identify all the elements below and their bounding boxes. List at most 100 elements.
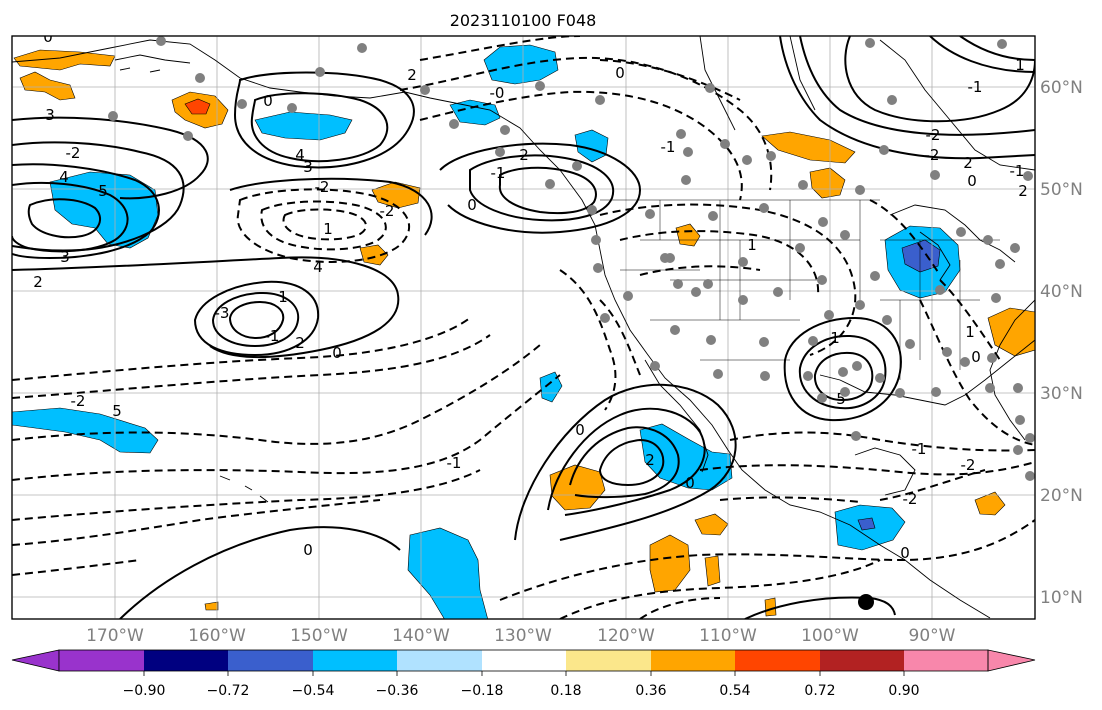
- contour-line: [744, 596, 896, 619]
- colorbar-tick-label: −0.72: [207, 683, 250, 699]
- lon-label: 140°W: [392, 626, 450, 646]
- contour-line: [12, 317, 471, 381]
- lon-label: 110°W: [699, 626, 757, 646]
- contour-label: -3: [215, 304, 230, 322]
- latitude-labels: 60°N 50°N 40°N 30°N 20°N 10°N: [1040, 78, 1083, 608]
- contour-line: [813, 351, 874, 402]
- contour-label: 5: [112, 402, 122, 420]
- contour-label: 5: [836, 390, 846, 408]
- contour-label: -1: [1010, 162, 1025, 180]
- contour-line: [419, 90, 743, 201]
- lon-label: 100°W: [801, 626, 859, 646]
- colorbar-border: [58, 649, 989, 672]
- contour-line: [598, 438, 665, 487]
- contour-line: [783, 316, 902, 422]
- contour-label: 0: [43, 28, 53, 46]
- contour-label: 0: [263, 92, 273, 110]
- contour-label: -2: [71, 392, 86, 410]
- coastlines: [12, 36, 1035, 619]
- contour-line: [12, 256, 400, 359]
- lon-label: 150°W: [290, 626, 348, 646]
- contour-line: [729, 431, 1035, 452]
- station-markers: [108, 36, 1035, 481]
- lat-label: 40°N: [1040, 282, 1083, 302]
- contour-line: [12, 163, 160, 260]
- contour-line: [12, 469, 481, 521]
- contour-line: [559, 559, 881, 619]
- contour-label: -1: [912, 440, 927, 458]
- fill-region-strong-positive: [184, 98, 211, 115]
- lon-label: 120°W: [597, 626, 655, 646]
- contour-line: [12, 559, 141, 576]
- colorbar-segment: [735, 650, 820, 671]
- coast-gulf: [819, 339, 1035, 406]
- contour-label: 4: [313, 258, 323, 276]
- coast-aleutians: [114, 54, 191, 73]
- contour-label: -2: [315, 178, 330, 196]
- contour-label: 0: [467, 196, 477, 214]
- contour-line: [250, 92, 389, 163]
- contour-label: 1: [278, 288, 288, 306]
- lat-label: 30°N: [1040, 384, 1083, 404]
- lat-label: 60°N: [1040, 78, 1083, 98]
- contour-label: 2: [295, 334, 305, 352]
- contour-label: 1: [323, 220, 333, 238]
- contour-label: -1: [968, 78, 983, 96]
- contour-line: [959, 36, 1035, 61]
- colorbar-ticks: [143, 671, 905, 676]
- contour-label: 1: [747, 236, 757, 254]
- contours-negative: [12, 36, 1035, 619]
- contour-line: [498, 166, 597, 215]
- lon-label: 130°W: [494, 626, 552, 646]
- contour-line: [12, 181, 129, 253]
- colorbar-segment: [313, 650, 397, 671]
- fill-region-positive: [649, 534, 691, 593]
- figure-title: 2023110100 F048: [450, 11, 597, 30]
- colorbar-segment: [397, 650, 482, 671]
- lat-label: 50°N: [1040, 180, 1083, 200]
- colorbar-segment: [820, 650, 904, 671]
- contour-line: [869, 199, 941, 276]
- fill-region-positive: [764, 597, 777, 617]
- lat-label: 20°N: [1040, 486, 1083, 506]
- contour-label: -1: [265, 327, 280, 345]
- fill-region-negative: [407, 527, 489, 619]
- contour-line: [719, 496, 861, 503]
- colorbar: −0.90 −0.72 −0.54 −0.36 −0.18 0.18 0.36 …: [11, 649, 1036, 699]
- contour-line: [699, 461, 1035, 476]
- contour-label: 0: [685, 474, 695, 492]
- contour-line: [12, 344, 541, 445]
- contour-label: 1: [830, 329, 840, 347]
- contour-label: 1: [965, 323, 975, 341]
- colorbar-tick-label: 0.72: [804, 683, 835, 699]
- coast-east: [989, 299, 1035, 441]
- colorbar-tick-label: 0.18: [550, 683, 581, 699]
- contour-line: [12, 116, 209, 200]
- contour-line: [399, 56, 773, 191]
- lon-label: 90°W: [909, 626, 956, 646]
- contour-line: [929, 36, 1035, 73]
- contour-label: -1: [661, 138, 676, 156]
- coast-greatlakes: [889, 204, 1016, 281]
- contour-label: 0: [900, 544, 910, 562]
- contour-line: [12, 499, 381, 546]
- contour-label: 1: [1015, 56, 1025, 74]
- contour-label: 3: [60, 248, 70, 266]
- contour-line: [779, 36, 1035, 160]
- contour-line: [879, 469, 986, 501]
- colorbar-tick-label: −0.90: [123, 683, 166, 699]
- contour-label: 2: [1018, 182, 1028, 200]
- highlight-marker: [858, 594, 874, 610]
- contour-label: 0: [575, 421, 585, 439]
- contour-label: 2: [33, 273, 43, 291]
- contour-line: [639, 597, 721, 619]
- fill-region-positive: [13, 49, 116, 71]
- fill-region-positive: [694, 513, 729, 536]
- contour-label: 3: [45, 106, 55, 124]
- contour-label: -2: [380, 202, 395, 220]
- contour-label: 0: [615, 64, 625, 82]
- colorbar-tick-label: −0.36: [376, 683, 419, 699]
- coast-alaska: [12, 39, 991, 619]
- contour-label: -1: [447, 454, 462, 472]
